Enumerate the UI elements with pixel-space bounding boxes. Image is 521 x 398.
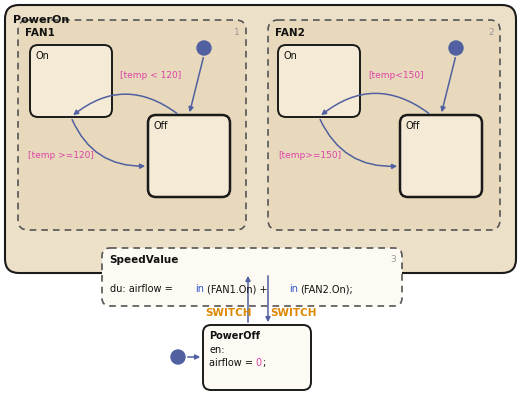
Text: FAN2: FAN2 bbox=[275, 28, 305, 38]
Text: Off: Off bbox=[405, 121, 419, 131]
FancyBboxPatch shape bbox=[278, 45, 360, 117]
Text: du: airflow =: du: airflow = bbox=[110, 284, 176, 294]
Text: Off: Off bbox=[153, 121, 167, 131]
Text: 0: 0 bbox=[255, 358, 261, 368]
FancyBboxPatch shape bbox=[18, 20, 246, 230]
Text: in: in bbox=[195, 284, 204, 294]
Text: On: On bbox=[283, 51, 297, 61]
Circle shape bbox=[197, 41, 211, 55]
FancyBboxPatch shape bbox=[30, 45, 112, 117]
Text: (FAN2.On);: (FAN2.On); bbox=[300, 284, 353, 294]
Text: [temp >=120]: [temp >=120] bbox=[28, 150, 94, 160]
Text: PowerOff: PowerOff bbox=[209, 331, 260, 341]
Text: 2: 2 bbox=[488, 28, 494, 37]
Text: SWITCH: SWITCH bbox=[205, 308, 252, 318]
Text: PowerOn: PowerOn bbox=[13, 15, 69, 25]
Text: [temp<150]: [temp<150] bbox=[368, 72, 424, 80]
FancyBboxPatch shape bbox=[400, 115, 482, 197]
Text: FAN1: FAN1 bbox=[25, 28, 55, 38]
Text: 3: 3 bbox=[390, 255, 396, 264]
Text: [temp < 120]: [temp < 120] bbox=[120, 72, 181, 80]
Circle shape bbox=[171, 350, 185, 364]
Text: airflow =: airflow = bbox=[209, 358, 256, 368]
FancyBboxPatch shape bbox=[5, 5, 516, 273]
Text: en:: en: bbox=[209, 345, 225, 355]
Text: On: On bbox=[35, 51, 49, 61]
Text: (FAN1.On) +: (FAN1.On) + bbox=[207, 284, 270, 294]
Text: [temp>=150]: [temp>=150] bbox=[278, 150, 341, 160]
Circle shape bbox=[449, 41, 463, 55]
Text: 1: 1 bbox=[234, 28, 240, 37]
Text: in: in bbox=[289, 284, 297, 294]
FancyBboxPatch shape bbox=[102, 248, 402, 306]
Text: SWITCH: SWITCH bbox=[270, 308, 316, 318]
FancyBboxPatch shape bbox=[203, 325, 311, 390]
Text: ;: ; bbox=[262, 358, 265, 368]
Text: SpeedValue: SpeedValue bbox=[109, 255, 178, 265]
FancyBboxPatch shape bbox=[268, 20, 500, 230]
FancyBboxPatch shape bbox=[148, 115, 230, 197]
